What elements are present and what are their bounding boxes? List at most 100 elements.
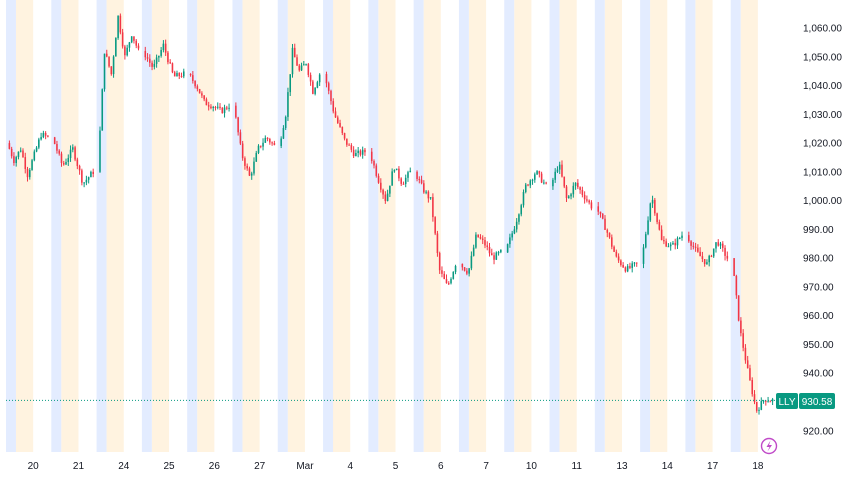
postmarket-band	[640, 0, 651, 452]
candle-body	[248, 168, 251, 176]
candle-body	[228, 107, 230, 109]
candle-body	[110, 66, 113, 75]
y-tick-label: 970.00	[803, 282, 834, 293]
candle-body	[665, 241, 667, 247]
candle-body	[336, 117, 339, 123]
candle-body	[284, 116, 287, 128]
candle-body	[735, 275, 738, 296]
postmarket-band	[413, 0, 424, 452]
candle-body	[432, 197, 434, 218]
candle-body	[395, 168, 398, 171]
candle-body	[164, 43, 167, 53]
candle-body	[570, 194, 572, 197]
candle-body	[703, 259, 706, 265]
x-tick-label: 10	[526, 461, 538, 472]
candle-body	[558, 164, 561, 170]
y-tick-label: 1,030.00	[803, 110, 842, 121]
candle-body	[572, 185, 575, 195]
candle-body	[58, 150, 61, 154]
candle-body	[488, 246, 491, 254]
candle-body	[81, 170, 83, 183]
candle-body	[599, 211, 602, 214]
x-tick-label: 14	[662, 461, 674, 472]
candle-body	[436, 233, 439, 254]
candle-body	[398, 168, 400, 179]
y-tick-label: 940.00	[803, 369, 834, 380]
candle-body	[105, 53, 108, 57]
candle-body	[470, 255, 473, 269]
postmarket-band	[232, 0, 243, 452]
candle-body	[626, 266, 629, 272]
candle-body	[327, 83, 330, 91]
candle-body	[708, 255, 710, 263]
candle-body	[76, 159, 79, 166]
candle-body	[601, 213, 604, 219]
candle-body	[219, 106, 221, 108]
candle-body	[259, 145, 262, 147]
candle-body	[389, 185, 391, 194]
candle-body	[667, 246, 670, 248]
postmarket-band	[323, 0, 334, 452]
candle-body	[468, 268, 470, 274]
candle-body	[588, 200, 590, 203]
candle-body	[751, 380, 754, 395]
candle-body	[715, 242, 717, 249]
candle-body	[373, 160, 375, 166]
candle-body	[697, 247, 699, 252]
candle-body	[253, 161, 255, 174]
candle-body	[60, 153, 63, 163]
candle-body	[447, 283, 450, 285]
candle-body	[660, 229, 663, 240]
candle-body	[423, 183, 425, 193]
y-tick-label: 950.00	[803, 340, 834, 351]
candle-body	[155, 57, 158, 64]
candle-body	[359, 150, 362, 155]
premarket-band	[559, 0, 577, 452]
y-tick-label: 1,060.00	[803, 24, 842, 35]
candle-body	[561, 164, 563, 177]
candle-body	[137, 45, 140, 49]
candle-body	[309, 74, 312, 82]
candle-body	[112, 56, 115, 75]
candle-body	[151, 62, 153, 67]
candle-body	[115, 37, 117, 57]
candle-body	[586, 199, 588, 201]
candle-body	[486, 245, 489, 247]
candle-body	[287, 92, 289, 117]
x-tick-label: 27	[254, 461, 266, 472]
candle-body	[536, 171, 538, 175]
x-tick-label: 18	[752, 461, 764, 472]
price-axis-bg	[776, 0, 852, 485]
candle-body	[545, 182, 547, 184]
candle-body	[330, 90, 332, 102]
candle-body	[176, 73, 178, 77]
candle-body	[538, 171, 541, 174]
candle-body	[597, 206, 600, 212]
candle-body	[531, 179, 534, 181]
candle-body	[314, 87, 316, 94]
candle-body	[160, 50, 162, 56]
candle-body	[701, 256, 704, 260]
candle-body	[443, 273, 446, 280]
candle-body	[62, 162, 65, 165]
candle-body	[35, 147, 38, 152]
candle-body	[382, 189, 384, 195]
price-axis: 920.00930.00940.00950.00960.00970.00980.…	[776, 0, 852, 485]
candle-body	[402, 183, 405, 185]
lightning-icon[interactable]	[760, 437, 778, 455]
candle-body	[31, 160, 33, 170]
candle-body	[746, 360, 749, 369]
candle-body	[316, 82, 319, 88]
candle-body	[380, 182, 382, 190]
postmarket-band	[51, 0, 62, 452]
candle-body	[461, 263, 464, 268]
postmarket-band	[458, 0, 469, 452]
candle-body	[205, 99, 208, 106]
candle-body	[13, 156, 15, 164]
candle-body	[361, 149, 364, 155]
candle-body	[749, 368, 751, 381]
candle-body	[180, 76, 183, 78]
candle-body	[298, 65, 301, 71]
